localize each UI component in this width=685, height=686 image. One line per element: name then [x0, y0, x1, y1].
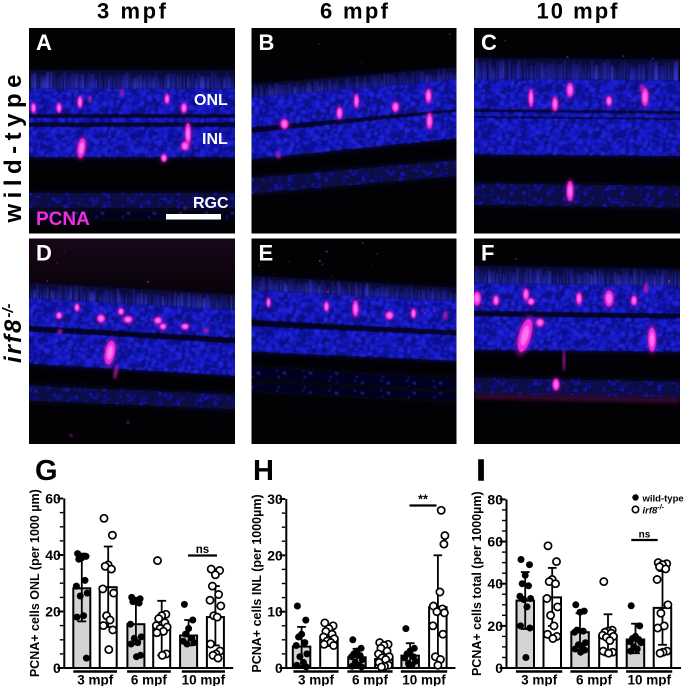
- svg-text:20: 20: [45, 604, 61, 620]
- svg-text:6 mpf: 6 mpf: [320, 0, 389, 24]
- svg-text:40: 40: [487, 576, 503, 592]
- svg-text:30: 30: [267, 491, 283, 507]
- svg-text:60: 60: [45, 491, 61, 507]
- svg-text:PCNA+ cells ONL (per 1000 µm): PCNA+ cells ONL (per 1000 µm): [28, 489, 42, 677]
- svg-text:60: 60: [487, 534, 503, 550]
- svg-text:wild-type: wild-type: [0, 75, 27, 224]
- svg-text:D: D: [36, 241, 52, 266]
- svg-text:3 mpf: 3 mpf: [97, 0, 167, 24]
- svg-text:6 mpf: 6 mpf: [352, 673, 389, 686]
- svg-text:20: 20: [487, 618, 503, 634]
- svg-text:A: A: [36, 30, 52, 55]
- svg-text:PCNA+ cells total (per 1000µm): PCNA+ cells total (per 1000µm): [470, 491, 484, 676]
- svg-text:**: **: [418, 493, 428, 507]
- svg-text:10 mpf: 10 mpf: [627, 673, 671, 686]
- svg-text:40: 40: [45, 547, 61, 563]
- svg-text:10 mpf: 10 mpf: [402, 673, 446, 686]
- svg-text:10 mpf: 10 mpf: [537, 0, 619, 24]
- svg-text:C: C: [481, 30, 497, 55]
- svg-text:20: 20: [267, 547, 283, 563]
- svg-text:6 mpf: 6 mpf: [576, 673, 613, 686]
- svg-text:PCNA+ cells INL (per 1000µm): PCNA+ cells INL (per 1000µm): [250, 494, 264, 672]
- svg-text:10 mpf: 10 mpf: [182, 673, 226, 686]
- svg-text:E: E: [259, 241, 274, 266]
- svg-text:3 mpf: 3 mpf: [521, 673, 558, 686]
- svg-text:0: 0: [275, 660, 283, 676]
- svg-text:RGC: RGC: [193, 195, 229, 212]
- svg-text:3 mpf: 3 mpf: [77, 673, 114, 686]
- svg-text:wild-type: wild-type: [642, 494, 684, 505]
- svg-text:INL: INL: [202, 131, 228, 148]
- svg-text:B: B: [259, 30, 275, 55]
- svg-text:I: I: [477, 455, 485, 487]
- svg-text:F: F: [481, 241, 494, 266]
- svg-text:ns: ns: [196, 544, 209, 556]
- svg-text:0: 0: [495, 660, 503, 676]
- svg-text:10: 10: [267, 604, 283, 620]
- svg-text:6 mpf: 6 mpf: [131, 673, 168, 686]
- svg-text:H: H: [253, 455, 274, 487]
- svg-text:3 mpf: 3 mpf: [298, 673, 335, 686]
- svg-text:ONL: ONL: [194, 92, 228, 109]
- svg-text:PCNA: PCNA: [36, 209, 90, 230]
- svg-text:80: 80: [487, 491, 503, 507]
- svg-text:G: G: [35, 455, 58, 487]
- svg-text:0: 0: [53, 660, 61, 676]
- svg-text:ns: ns: [639, 530, 651, 541]
